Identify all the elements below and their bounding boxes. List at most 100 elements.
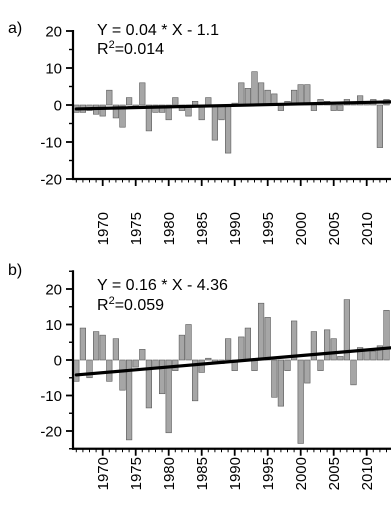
bar-1999 [290,320,298,361]
bar-2007 [343,299,351,361]
trend-line [74,100,391,111]
y-tick-label: -10 [40,388,62,405]
bar-2009 [356,347,364,361]
bar-2011 [370,350,377,361]
bar-2001 [304,359,311,384]
bar-1989 [225,104,232,154]
x-tick-label: 1980 [161,457,178,490]
bar-2006 [337,356,344,361]
y-tick-label: 0 [54,353,62,370]
bar-2005 [330,338,337,361]
bar-1973 [119,104,126,128]
y-tick-label: 10 [45,317,62,334]
bar-2000 [297,359,304,444]
x-tick-label: 1980 [161,212,178,245]
x-tick-label: 2000 [293,212,310,245]
r-squared: R2=0.014 [97,39,164,58]
bar-1974 [126,359,133,441]
bar-1966 [73,359,80,382]
bar-1982 [178,334,186,361]
bar-1979 [159,104,166,113]
bar-1981 [172,97,179,106]
x-tick-label: 1990 [227,212,244,245]
x-tick-label: 1970 [95,457,112,490]
bar-1972 [112,338,119,361]
y-tick-label: -20 [40,424,62,441]
x-tick-label: 2000 [293,457,310,490]
bar-1986 [205,97,212,106]
bar-2000 [297,84,304,106]
panel-a: -20 -10 0 10 20 1970 1975 1980 1985 1990 1995 2000 2… [8,20,391,245]
bar-1997 [277,359,285,407]
bar-1970 [99,104,106,117]
bar-1967 [79,327,86,361]
bar-1984 [192,359,199,402]
trend-line [74,346,391,377]
bar-1986 [205,357,212,361]
panel-label: a) [8,20,22,37]
bar-1977 [145,104,153,132]
bar-2002 [310,104,318,111]
bar-2002 [310,331,318,361]
y-tick-label: 20 [45,24,62,41]
bar-2009 [356,95,364,106]
y-tick-label: 20 [45,282,62,299]
bar-1993 [251,359,258,371]
x-tick-label: 1985 [194,457,211,490]
bar-2008 [350,359,357,386]
bar-1971 [106,89,113,106]
bar-1994 [257,302,265,361]
bar-1968 [86,359,93,379]
bar-2006 [337,104,344,111]
bar-2004 [323,329,331,361]
bar-1996 [271,359,278,398]
bar-1992 [244,88,252,106]
bar-1998 [284,359,291,371]
y-tick-label: -10 [40,135,62,152]
bar-1969 [93,331,100,361]
y-tick-label: 0 [54,98,62,115]
bar-1976 [139,82,146,106]
x-tick-label: 2005 [326,212,343,245]
r-squared: R2=0.059 [97,295,164,314]
bar-2012 [376,345,384,361]
bar-1977 [145,359,153,409]
bar-1973 [119,359,126,391]
x-tick-label: 1990 [227,457,244,490]
bar-1985 [198,359,205,373]
bar-1994 [257,82,265,106]
panel-b: -20 -10 0 10 20 1970 1975 1980 1985 1990 1995 2000 2… [8,262,391,490]
bar-1991 [238,336,245,361]
regression-equation: Y = 0.16 * X - 4.36 [97,277,228,294]
bar-1995 [264,89,271,106]
bar-1980 [165,104,172,121]
x-tick-label: 1995 [260,457,277,490]
bar-2001 [304,84,311,106]
bar-1975 [132,359,139,368]
x-tick-label: 1985 [194,212,211,245]
bar-1991 [238,82,245,106]
x-tick-label: 1975 [128,212,145,245]
x-tick-label: 2010 [359,212,376,245]
bar-1974 [126,97,133,106]
bar-1995 [264,317,271,361]
bar-2005 [330,104,337,111]
bar-2013 [383,309,390,361]
bar-1993 [251,71,258,106]
bar-2012 [376,104,384,148]
bar-1984 [192,101,199,106]
bar-1987 [211,104,219,141]
regression-equation: Y = 0.04 * X - 1.1 [97,22,219,39]
x-tick-label: 1970 [95,212,112,245]
bar-1992 [244,327,252,361]
bar-1979 [159,359,166,395]
bar-1989 [225,338,232,361]
bar-2003 [317,359,324,371]
panel-label: b) [8,262,22,279]
x-tick-label: 1995 [260,212,277,245]
x-tick-label: 1975 [128,457,145,490]
x-tick-label: 2005 [326,457,343,490]
y-tick-label: 10 [45,61,62,78]
bar-1976 [139,349,146,361]
